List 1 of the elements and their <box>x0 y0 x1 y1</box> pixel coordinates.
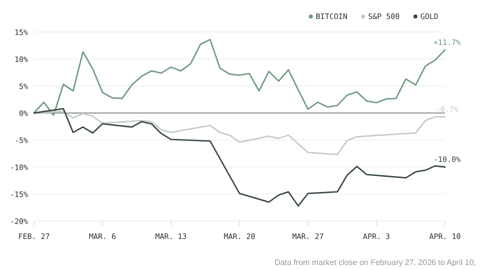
text: Data from market close on February 27, 2026 to April 10, <box>274 258 476 267</box>
